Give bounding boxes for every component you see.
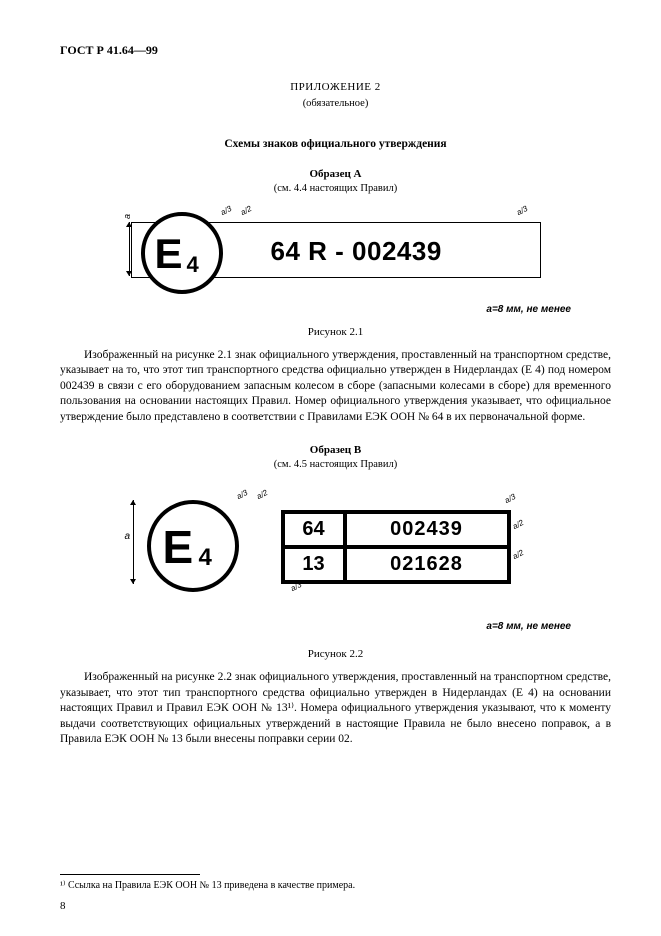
fig-b-r2c1: 13	[283, 547, 345, 582]
fig-b-table: 64 002439 13 021628	[281, 510, 511, 584]
fig-b-number: 4	[199, 542, 212, 574]
section-title: Схемы знаков официального утверждения	[60, 137, 611, 153]
fig-b-dim-side1: a/2	[511, 518, 526, 533]
fig-b-note: a=8 мм, не менее	[60, 620, 611, 634]
footnote-area: ¹⁾ Ссылка на Правила ЕЭК ООН № 13 привед…	[60, 874, 611, 893]
fig-b-dim-side2: a/2	[511, 548, 526, 563]
page-number: 8	[60, 899, 66, 914]
sample-a-sub: (см. 4.4 настоящих Правил)	[60, 182, 611, 196]
paragraph-b: Изображенный на рисунке 2.2 знак официал…	[60, 670, 611, 748]
fig-a-dim3: a/3	[515, 204, 530, 219]
fig-a-letter-e: E	[155, 226, 183, 283]
fig-b-dim-a: a	[125, 530, 131, 544]
fig-a-note: a=8 мм, не менее	[60, 303, 611, 317]
footnote-text: ¹⁾ Ссылка на Правила ЕЭК ООН № 13 привед…	[60, 879, 611, 893]
fig-a-dim2: a/2	[239, 204, 254, 219]
fig-b-dim3: a/3	[503, 492, 518, 507]
fig-b-r1c1: 64	[283, 512, 345, 547]
fig-a-approval: 64 R - 002439	[271, 234, 442, 269]
appendix-title: ПРИЛОЖЕНИЕ 2	[60, 80, 611, 95]
fig-a-dim-a: a	[121, 214, 133, 219]
figure-a: a E 4 64 R - 002439 a/3 a/2 a/3 a=8 мм, …	[60, 204, 611, 317]
sample-b-sub: (см. 4.5 настоящих Правил)	[60, 458, 611, 472]
sample-b-title: Образец В	[60, 443, 611, 458]
fig-b-caption: Рисунок 2.2	[60, 647, 611, 662]
fig-b-dim1: a/3	[235, 488, 250, 503]
sample-a-title: Образец А	[60, 167, 611, 182]
fig-b-r1c2: 002439	[345, 512, 509, 547]
paragraph-a: Изображенный на рисунке 2.1 знак официал…	[60, 348, 611, 426]
figure-b: a E 4 64 002439 13 021628 a/3 a/2 a/3 a/…	[60, 480, 611, 633]
fig-a-caption: Рисунок 2.1	[60, 325, 611, 340]
footnote-rule	[60, 874, 200, 875]
fig-b-dim2: a/2	[255, 488, 270, 503]
page: ГОСТ Р 41.64—99 ПРИЛОЖЕНИЕ 2 (обязательн…	[0, 0, 661, 936]
fig-b-r2c2: 021628	[345, 547, 509, 582]
fig-a-dim1: a/3	[219, 204, 234, 219]
fig-b-letter-e: E	[163, 516, 194, 578]
fig-a-number: 4	[187, 250, 199, 280]
gost-code: ГОСТ Р 41.64—99	[60, 42, 611, 58]
appendix-subtitle: (обязательное)	[60, 97, 611, 111]
